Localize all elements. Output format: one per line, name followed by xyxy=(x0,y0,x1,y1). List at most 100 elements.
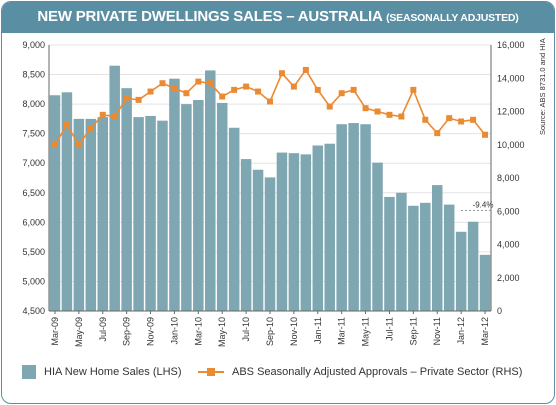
y-right-tick-label: 0 xyxy=(497,306,502,316)
y-left-tick-label: 5,500 xyxy=(22,247,45,257)
x-tick-label: May-11 xyxy=(361,317,371,346)
x-tick-label: Jul-11 xyxy=(384,317,394,341)
line-point xyxy=(314,86,321,93)
bar-series xyxy=(49,65,491,312)
annotation-label: -9.4% xyxy=(473,201,494,210)
bar xyxy=(216,102,228,311)
line-point xyxy=(386,111,393,118)
x-tick-label: May-10 xyxy=(217,317,227,347)
bar xyxy=(240,159,252,311)
axes xyxy=(48,45,492,314)
line-point xyxy=(422,116,429,123)
y-right-tick-label: 6,000 xyxy=(497,206,520,216)
x-tick-label: Nov-09 xyxy=(146,317,156,346)
bar xyxy=(264,177,276,311)
y-right-tick-label: 8,000 xyxy=(497,173,520,183)
y-left-tick-label: 6,000 xyxy=(22,217,45,227)
legend-item-hia: HIA New Home Sales (LHS) xyxy=(22,365,182,379)
line-marker-swatch-icon xyxy=(198,365,224,379)
bar xyxy=(109,65,120,311)
y-right-tick-label: 16,000 xyxy=(497,40,525,50)
bar xyxy=(288,153,300,311)
bar xyxy=(312,145,324,311)
source-note: Source: ABS 8731.0 and HIA xyxy=(538,38,547,135)
line-point xyxy=(470,116,477,123)
subtitle-text: (SEASONALLY ADJUSTED) xyxy=(386,12,519,24)
bar-swatch-icon xyxy=(22,365,36,379)
x-tick-label: May-09 xyxy=(74,317,84,347)
bar xyxy=(181,104,192,311)
line-point xyxy=(458,118,465,125)
line-point xyxy=(446,115,453,122)
legend-label-abs: ABS Seasonally Adjusted Approvals – Priv… xyxy=(232,365,523,378)
line-point xyxy=(278,70,285,77)
line-point xyxy=(350,86,357,93)
bar xyxy=(61,92,73,312)
line-point xyxy=(398,113,405,120)
bar xyxy=(420,202,431,311)
bar xyxy=(360,124,371,311)
axis-labels: 4,500 5,000 5,500 6,000 6,500 7,000 7,500 8,000… xyxy=(22,40,524,347)
x-tick-label: Mar-12 xyxy=(480,317,490,346)
line-point xyxy=(171,85,178,92)
x-tick-label: Sep-11 xyxy=(408,317,418,345)
line-point xyxy=(147,88,154,95)
x-tick-label: Mar-11 xyxy=(337,317,347,345)
bar xyxy=(145,115,156,311)
line-point xyxy=(159,80,166,87)
bar xyxy=(408,205,419,311)
line-point xyxy=(195,78,202,85)
x-tick-label: Jul-10 xyxy=(241,317,251,342)
y-left-tick-label: 4,500 xyxy=(22,306,45,316)
y-left-tick-label: 5,000 xyxy=(22,276,45,286)
y-right-tick-label: 10,000 xyxy=(497,140,525,150)
bar xyxy=(384,196,395,311)
line-point xyxy=(99,111,106,118)
y-left-tick-label: 9,000 xyxy=(22,40,45,50)
line-point xyxy=(302,66,309,73)
bar xyxy=(193,99,204,312)
line-point xyxy=(111,113,118,120)
line-point xyxy=(135,96,142,103)
line-point xyxy=(255,88,262,95)
bar xyxy=(133,117,144,311)
bar xyxy=(431,185,443,311)
bar xyxy=(228,127,240,311)
title-text: NEW PRIVATE DWELLINGS SALES – AUSTRALIA xyxy=(37,8,383,25)
bar xyxy=(336,124,347,311)
bar xyxy=(121,88,132,311)
chart-title: NEW PRIVATE DWELLINGS SALES – AUSTRALIA … xyxy=(2,8,554,25)
bar xyxy=(205,70,216,311)
y-left-tick-label: 6,500 xyxy=(22,188,45,198)
line-point xyxy=(123,95,130,102)
line-series xyxy=(51,66,489,148)
y-right-tick-label: 12,000 xyxy=(497,107,525,117)
line-point xyxy=(219,93,226,100)
bar xyxy=(276,152,288,311)
y-left-tick-label: 7,500 xyxy=(22,129,45,139)
line-point xyxy=(183,90,190,97)
legend-item-abs: ABS Seasonally Adjusted Approvals – Priv… xyxy=(198,365,522,379)
x-tick-label: Jan-11 xyxy=(313,317,323,344)
x-tick-label: Sep-09 xyxy=(122,317,132,346)
title-bar: NEW PRIVATE DWELLINGS SALES – AUSTRALIA … xyxy=(2,2,554,33)
x-tick-label: Sep-10 xyxy=(265,317,275,346)
bar xyxy=(324,143,335,311)
x-tick-label: Jul-09 xyxy=(98,317,108,342)
line-point xyxy=(410,86,417,93)
bar xyxy=(467,221,479,311)
bar xyxy=(443,204,455,311)
bar xyxy=(372,162,383,311)
bar xyxy=(396,192,407,311)
line-point xyxy=(326,103,333,110)
line-point xyxy=(338,90,345,97)
y-left-tick-label: 7,000 xyxy=(22,158,45,168)
y-right-tick-label: 2,000 xyxy=(497,273,520,283)
bar xyxy=(49,95,61,311)
line-point xyxy=(207,80,214,87)
y-right-tick-label: 4,000 xyxy=(497,240,520,250)
bar xyxy=(157,120,168,311)
line-point xyxy=(87,125,94,132)
line-point xyxy=(75,141,82,148)
